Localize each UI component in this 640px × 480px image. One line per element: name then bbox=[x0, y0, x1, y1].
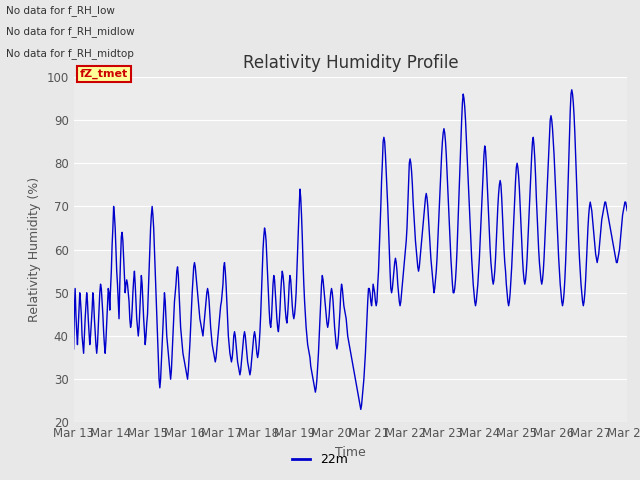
X-axis label: Time: Time bbox=[335, 446, 366, 459]
Title: Relativity Humidity Profile: Relativity Humidity Profile bbox=[243, 54, 458, 72]
Text: No data for f_RH_low: No data for f_RH_low bbox=[6, 5, 115, 16]
Text: No data for f_RH_midtop: No data for f_RH_midtop bbox=[6, 48, 134, 59]
Y-axis label: Relativity Humidity (%): Relativity Humidity (%) bbox=[28, 177, 41, 322]
Legend: 22m: 22m bbox=[287, 448, 353, 471]
Text: fZ_tmet: fZ_tmet bbox=[80, 69, 129, 79]
Text: No data for f_RH_midlow: No data for f_RH_midlow bbox=[6, 26, 135, 37]
